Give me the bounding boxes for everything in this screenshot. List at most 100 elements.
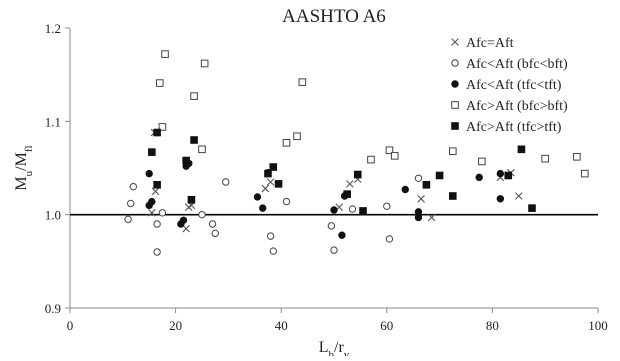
data-point-circle-open bbox=[158, 209, 167, 217]
data-point-square-open bbox=[158, 123, 167, 131]
x-tick-label: 80 bbox=[486, 318, 499, 333]
legend-label: Afc>Aft (bfc>bft) bbox=[466, 99, 568, 114]
data-point-circle-filled bbox=[496, 195, 505, 203]
data-point-circle-open bbox=[414, 174, 423, 182]
data-point-square-filled bbox=[422, 181, 431, 189]
data-point-square-filled bbox=[153, 128, 161, 137]
y-tick-label: 0.9 bbox=[45, 301, 61, 316]
data-point-circle-open bbox=[208, 220, 217, 228]
y-tick-label: 1.0 bbox=[45, 208, 61, 223]
data-point-circle-filled bbox=[414, 208, 423, 216]
data-point-square-filled bbox=[187, 195, 196, 204]
data-point-circle-open bbox=[153, 220, 161, 228]
data-point-square-filled bbox=[435, 171, 444, 180]
data-point-square-filled bbox=[528, 204, 536, 212]
data-point-square-filled bbox=[190, 136, 198, 144]
data-point-square-open bbox=[161, 50, 169, 58]
legend-label: Afc<Aft (tfc<tft) bbox=[466, 78, 562, 93]
data-point-square-open bbox=[293, 132, 301, 141]
x-tick-label: 40 bbox=[275, 318, 288, 333]
data-point-circle-open bbox=[330, 246, 338, 254]
data-point-circle-open bbox=[269, 247, 277, 255]
data-point-circle-filled bbox=[145, 169, 153, 178]
data-point-circle-filled bbox=[496, 169, 505, 178]
legend-marker-x bbox=[451, 38, 459, 46]
data-point-circle-open bbox=[282, 197, 291, 206]
data-point-square-open bbox=[385, 146, 394, 155]
x-axis-label: Lb/ry bbox=[319, 339, 350, 356]
data-point-circle-open bbox=[127, 199, 135, 208]
data-point-x bbox=[515, 192, 523, 200]
data-point-x bbox=[266, 178, 275, 186]
data-point-circle-open bbox=[153, 248, 161, 256]
data-point-circle-filled bbox=[330, 206, 338, 214]
data-point-circle-open bbox=[348, 205, 357, 213]
data-point-square-open bbox=[573, 153, 581, 161]
legend-marker-circle-open bbox=[451, 59, 459, 67]
legend-label: Afc>Aft (tfc>tft) bbox=[466, 120, 562, 135]
data-point-x bbox=[427, 213, 436, 222]
data-point-x bbox=[346, 180, 354, 188]
data-point-square-open bbox=[200, 59, 209, 68]
data-point-square-filled bbox=[343, 190, 351, 198]
y-tick-label: 1.2 bbox=[45, 21, 61, 36]
data-point-circle-filled bbox=[148, 197, 156, 206]
data-point-circle-open bbox=[124, 215, 132, 224]
data-point-circle-filled bbox=[253, 193, 262, 201]
data-point-circle-filled bbox=[338, 231, 346, 239]
data-point-square-open bbox=[198, 145, 206, 154]
data-point-circle-filled bbox=[259, 204, 267, 212]
data-point-circle-open bbox=[327, 222, 336, 230]
legend-marker-square-filled bbox=[451, 122, 459, 130]
data-point-square-filled bbox=[148, 148, 156, 156]
chart-title: AASHTO A6 bbox=[282, 6, 386, 27]
data-point-circle-open bbox=[385, 235, 394, 243]
data-point-x bbox=[261, 184, 270, 193]
legend-label: Afc=Aft bbox=[466, 36, 514, 51]
data-point-square-open bbox=[367, 155, 375, 164]
x-tick-label: 100 bbox=[588, 318, 608, 333]
data-point-square-open bbox=[190, 92, 198, 100]
data-point-circle-open bbox=[383, 202, 391, 210]
data-point-circle-open bbox=[222, 178, 230, 186]
data-point-square-filled bbox=[264, 169, 272, 178]
data-point-square-filled bbox=[517, 145, 526, 154]
legend-label: Afc<Aft (bfc<bft) bbox=[466, 57, 568, 72]
data-point-square-open bbox=[541, 154, 550, 163]
data-point-circle-filled bbox=[179, 216, 188, 224]
x-tick-label: 0 bbox=[67, 318, 74, 333]
data-point-square-open bbox=[390, 152, 399, 160]
data-point-circle-open bbox=[129, 182, 138, 191]
data-point-square-open bbox=[282, 139, 291, 147]
y-axis-label: Mu/Mfl bbox=[13, 145, 35, 190]
data-point-square-filled bbox=[353, 170, 362, 179]
x-tick-label: 20 bbox=[169, 318, 182, 333]
data-point-square-filled bbox=[359, 207, 367, 215]
data-point-x bbox=[151, 187, 160, 196]
data-point-circle-open bbox=[266, 232, 275, 240]
data-point-x bbox=[182, 224, 190, 233]
data-point-square-filled bbox=[269, 163, 278, 171]
x-tick-label: 60 bbox=[380, 318, 393, 333]
data-point-circle-filled bbox=[475, 173, 483, 182]
data-point-x bbox=[148, 209, 156, 217]
data-point-square-filled bbox=[153, 181, 161, 189]
legend-marker-square-open bbox=[451, 101, 459, 109]
data-point-square-filled bbox=[449, 192, 457, 200]
data-point-square-filled bbox=[274, 180, 283, 188]
data-point-circle-filled bbox=[401, 185, 409, 194]
data-point-square-open bbox=[298, 78, 307, 86]
data-point-square-filled bbox=[504, 171, 513, 180]
y-tick-label: 1.1 bbox=[45, 114, 61, 129]
data-point-square-open bbox=[449, 147, 457, 155]
data-point-circle-open bbox=[211, 229, 219, 238]
data-point-square-open bbox=[581, 169, 589, 178]
data-point-square-filled bbox=[182, 156, 190, 165]
legend-marker-circle-filled bbox=[451, 80, 459, 88]
data-point-x bbox=[417, 195, 425, 203]
data-point-circle-open bbox=[198, 210, 206, 219]
data-point-square-open bbox=[478, 157, 486, 166]
data-point-square-open bbox=[155, 79, 164, 87]
